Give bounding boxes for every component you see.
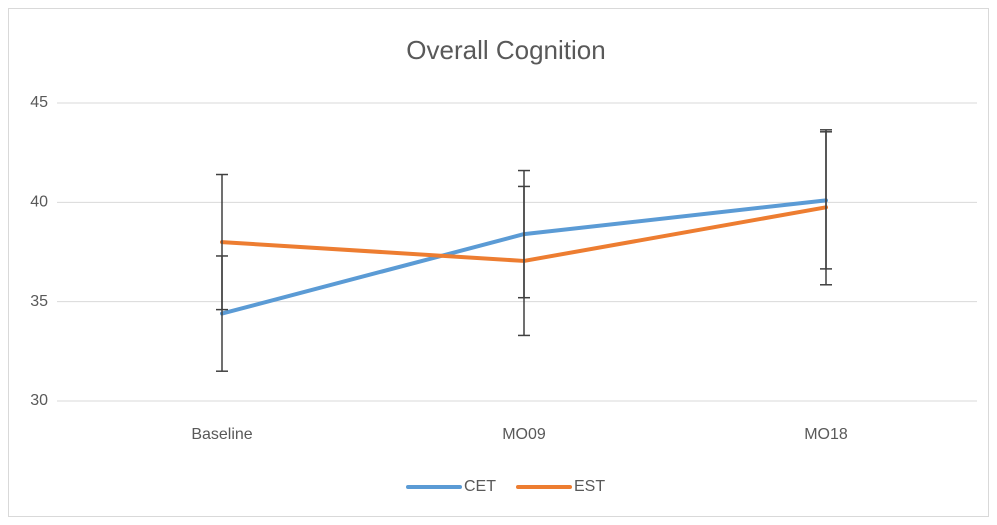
legend-label: EST	[574, 478, 605, 495]
y-tick-label: 30	[30, 392, 48, 409]
x-tick-label: Baseline	[191, 426, 252, 443]
y-tick-label: 45	[30, 94, 48, 111]
chart-title: Overall Cognition	[406, 35, 605, 65]
error-bar	[820, 129, 832, 286]
x-tick-label: MO09	[502, 426, 546, 443]
y-tick-label: 35	[30, 293, 48, 310]
x-tick-label: MO18	[804, 426, 848, 443]
y-tick-label: 40	[30, 194, 48, 211]
error-bar	[216, 173, 228, 311]
legend-label: CET	[464, 478, 496, 495]
error-bar	[518, 185, 530, 337]
chart-border	[8, 8, 989, 517]
